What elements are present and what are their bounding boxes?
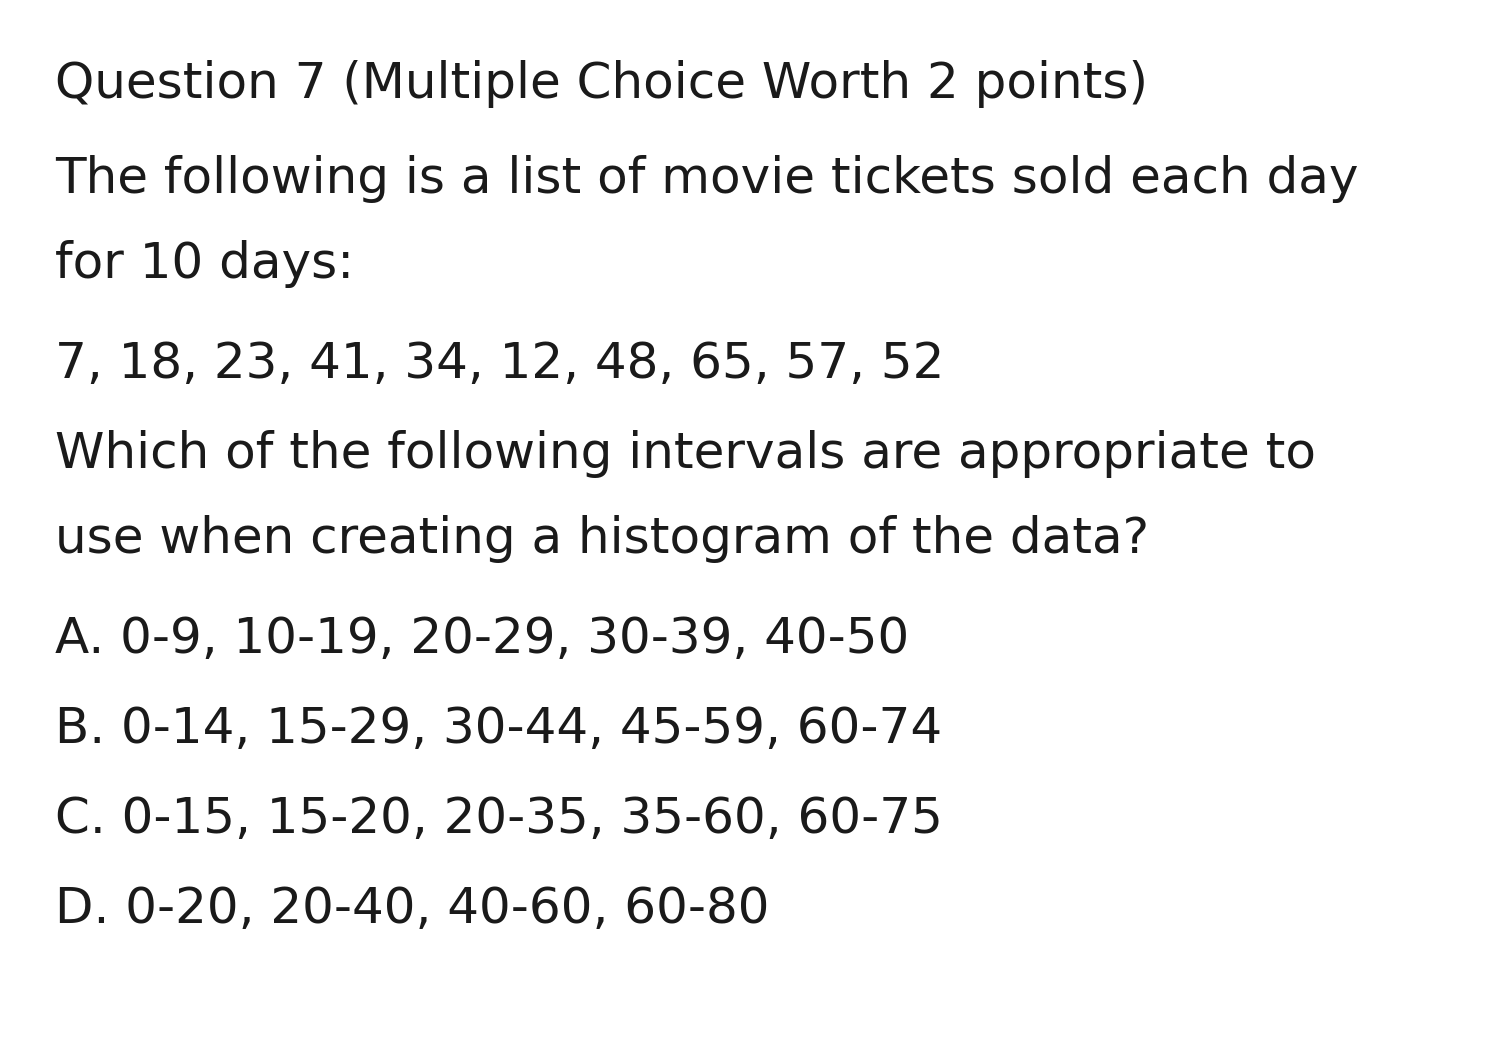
Text: C. 0-15, 15-20, 20-35, 35-60, 60-75: C. 0-15, 15-20, 20-35, 35-60, 60-75 xyxy=(56,795,944,843)
Text: use when creating a histogram of the data?: use when creating a histogram of the dat… xyxy=(56,515,1149,563)
Text: for 10 days:: for 10 days: xyxy=(56,240,354,288)
Text: Which of the following intervals are appropriate to: Which of the following intervals are app… xyxy=(56,430,1316,478)
Text: 7, 18, 23, 41, 34, 12, 48, 65, 57, 52: 7, 18, 23, 41, 34, 12, 48, 65, 57, 52 xyxy=(56,340,945,388)
Text: Question 7 (Multiple Choice Worth 2 points): Question 7 (Multiple Choice Worth 2 poin… xyxy=(56,60,1148,108)
Text: The following is a list of movie tickets sold each day: The following is a list of movie tickets… xyxy=(56,155,1359,203)
Text: B. 0-14, 15-29, 30-44, 45-59, 60-74: B. 0-14, 15-29, 30-44, 45-59, 60-74 xyxy=(56,705,942,753)
Text: A. 0-9, 10-19, 20-29, 30-39, 40-50: A. 0-9, 10-19, 20-29, 30-39, 40-50 xyxy=(56,615,909,664)
Text: D. 0-20, 20-40, 40-60, 60-80: D. 0-20, 20-40, 40-60, 60-80 xyxy=(56,885,770,933)
